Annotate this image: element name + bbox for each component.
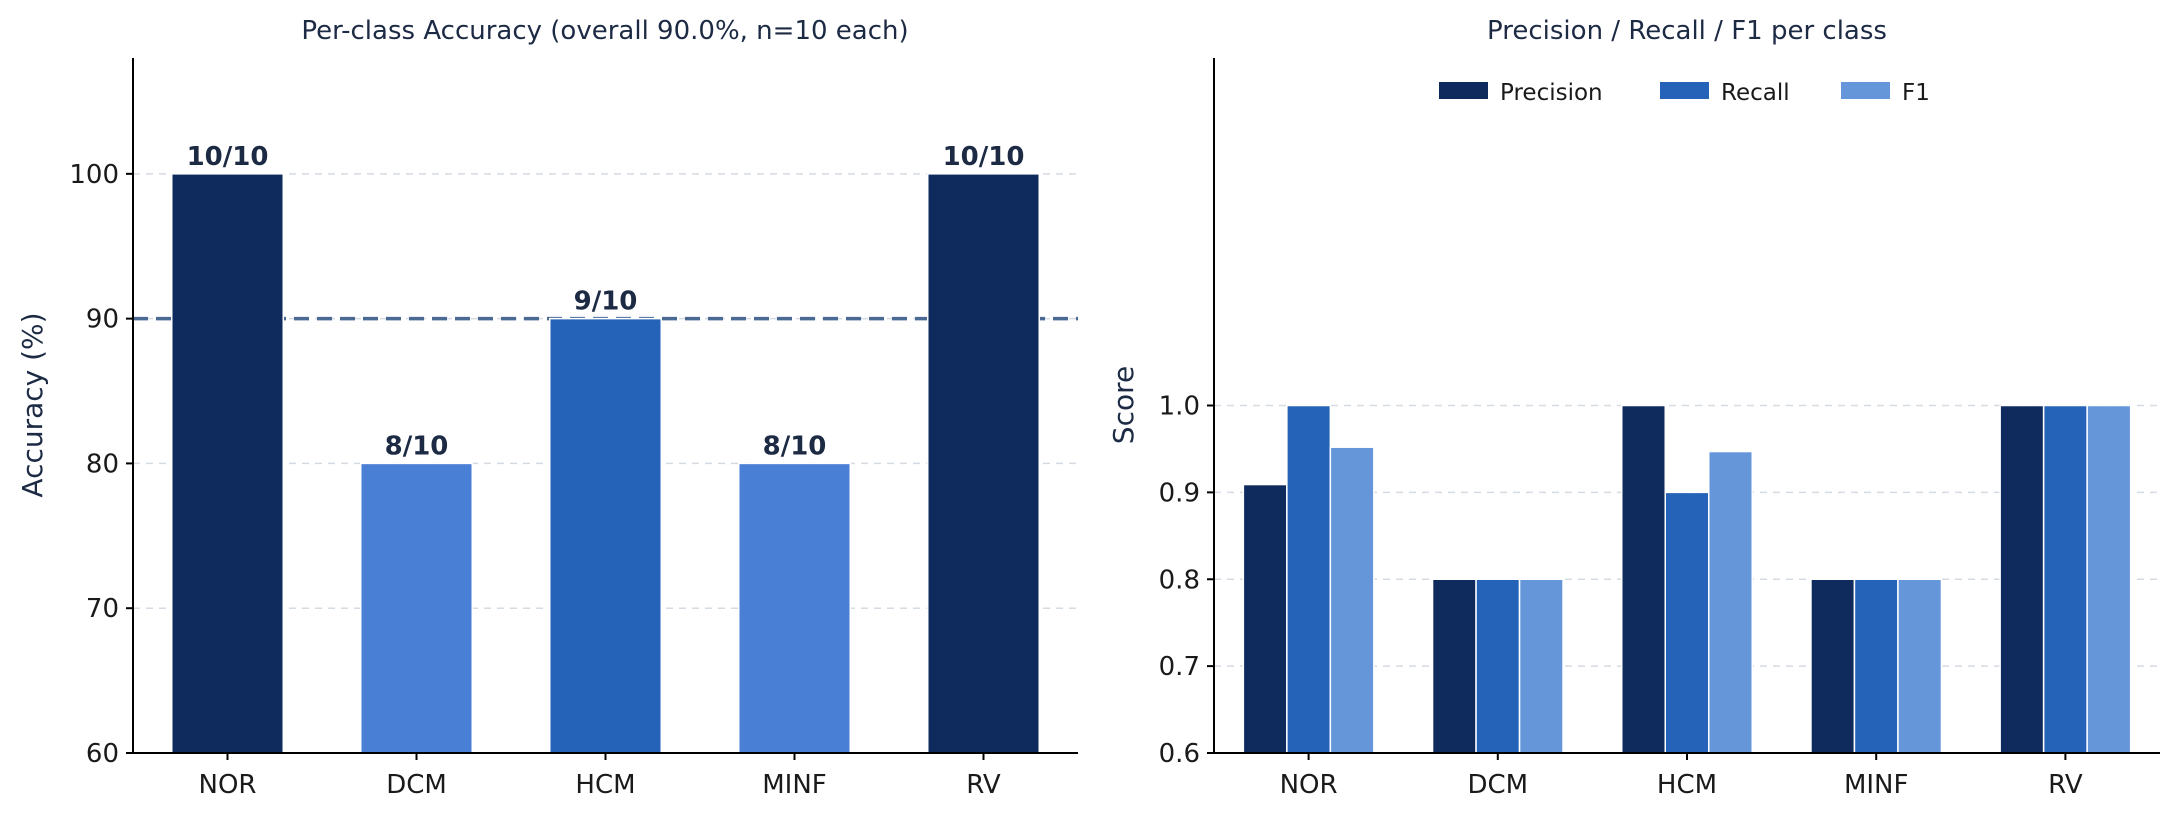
accuracy-bar-label: 8/10 bbox=[385, 431, 449, 461]
accuracy-bar-labels: 10/10 8/10 9/10 8/10 10/10 bbox=[187, 142, 1025, 462]
y-tick-label: 0.6 bbox=[1159, 739, 1200, 769]
f1-legend-swatch bbox=[1841, 82, 1890, 99]
y-tick-label: 90 bbox=[86, 305, 119, 335]
y-tick-label: 100 bbox=[69, 160, 119, 190]
recall-legend-label: Recall bbox=[1721, 80, 1790, 106]
x-tick-label: NOR bbox=[199, 770, 257, 800]
x-tick-label: RV bbox=[966, 770, 1001, 800]
accuracy-bar-label: 9/10 bbox=[574, 287, 638, 317]
x-tick-label: DCM bbox=[1467, 770, 1528, 800]
prf-panel: Precision / Recall / F1 per class Score … bbox=[1107, 16, 2160, 800]
y-tick-label: 60 bbox=[86, 739, 119, 769]
y-tick-label: 0.7 bbox=[1159, 652, 1200, 682]
accuracy-y-axis-label: Accuracy (%) bbox=[16, 312, 49, 497]
y-tick-label: 1.0 bbox=[1159, 392, 1200, 422]
x-tick-label: RV bbox=[2048, 770, 2083, 800]
accuracy-bar-hcm bbox=[548, 317, 663, 754]
precision-bar-nor bbox=[1242, 483, 1288, 754]
accuracy-bar-nor bbox=[170, 173, 285, 754]
f1-bar-rv bbox=[2086, 404, 2132, 754]
y-tick-label: 80 bbox=[86, 449, 119, 479]
precision-bar-rv bbox=[1999, 404, 2045, 754]
precision-bar-hcm bbox=[1621, 404, 1666, 754]
accuracy-bar-label: 10/10 bbox=[943, 142, 1025, 172]
recall-bar-hcm bbox=[1664, 491, 1710, 754]
prf-y-axis-label: Score bbox=[1107, 366, 1140, 444]
precision-legend-label: Precision bbox=[1500, 80, 1603, 106]
x-tick-label: MINF bbox=[762, 770, 827, 800]
f1-bar-hcm bbox=[1708, 450, 1753, 754]
f1-bar-dcm bbox=[1518, 578, 1564, 754]
accuracy-bar-minf bbox=[737, 462, 852, 754]
x-tick-label: MINF bbox=[1844, 770, 1909, 800]
y-tick-label: 70 bbox=[86, 594, 119, 624]
recall-bar-minf bbox=[1853, 578, 1899, 754]
accuracy-chart-title: Per-class Accuracy (overall 90.0%, n=10 … bbox=[301, 16, 908, 46]
x-tick-label: DCM bbox=[386, 770, 447, 800]
precision-legend-swatch bbox=[1439, 82, 1488, 99]
recall-bar-rv bbox=[2042, 404, 2088, 754]
precision-bar-minf bbox=[1810, 578, 1856, 754]
x-tick-label: HCM bbox=[1657, 770, 1717, 800]
y-tick-label: 0.8 bbox=[1159, 565, 1200, 595]
accuracy-panel: Per-class Accuracy (overall 90.0%, n=10 … bbox=[16, 16, 1078, 800]
accuracy-bar-rv bbox=[926, 173, 1041, 754]
accuracy-bar-dcm bbox=[359, 462, 474, 754]
recall-legend-swatch bbox=[1660, 82, 1709, 99]
f1-bar-minf bbox=[1897, 578, 1943, 754]
recall-bar-dcm bbox=[1475, 578, 1521, 754]
f1-bar-nor bbox=[1329, 446, 1375, 754]
prf-axes: 0.6 0.7 0.8 0.9 1.0 NOR DCM HCM MINF RV bbox=[1159, 58, 2160, 800]
y-tick-label: 0.9 bbox=[1159, 478, 1200, 508]
precision-bar-dcm bbox=[1431, 578, 1477, 754]
x-tick-label: NOR bbox=[1280, 770, 1338, 800]
prf-chart-title: Precision / Recall / F1 per class bbox=[1487, 16, 1887, 46]
x-tick-label: HCM bbox=[575, 770, 635, 800]
f1-legend-label: F1 bbox=[1902, 80, 1930, 106]
accuracy-bar-label: 8/10 bbox=[763, 431, 827, 461]
recall-bar-nor bbox=[1286, 404, 1332, 754]
accuracy-bar-label: 10/10 bbox=[187, 142, 269, 172]
accuracy-axes: 60 70 80 90 100 NOR DCM HCM MINF RV bbox=[69, 58, 1078, 800]
accuracy-bars bbox=[170, 173, 1041, 754]
prf-legend: Precision Recall F1 bbox=[1439, 80, 1930, 106]
